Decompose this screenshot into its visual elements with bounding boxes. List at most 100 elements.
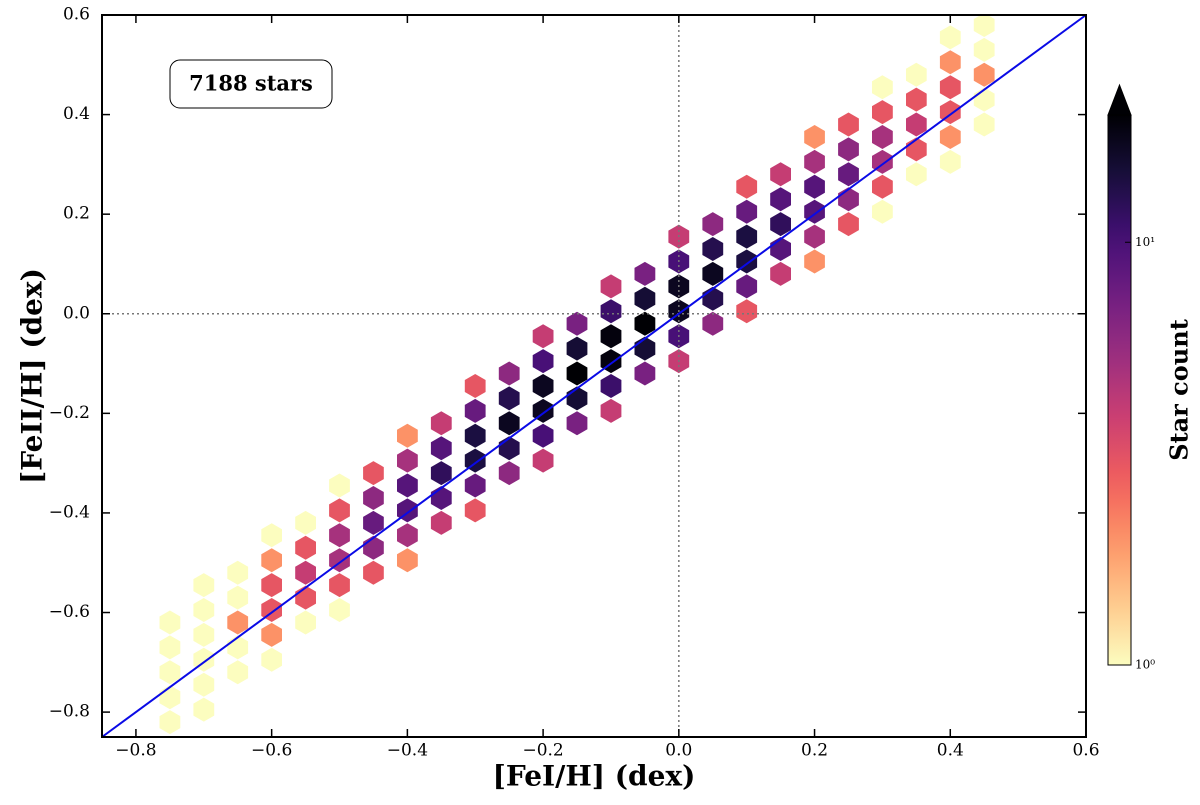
hex-cell (634, 311, 656, 336)
hex-cell (770, 237, 791, 261)
hex-cell (227, 560, 249, 585)
hex-cell (634, 361, 656, 386)
hex-cell (227, 610, 249, 635)
plot-frame (101, 14, 1087, 738)
hex-cell (430, 461, 452, 486)
hex-cell (227, 585, 249, 610)
hex-cell (397, 448, 418, 473)
hex-cell (906, 87, 927, 112)
x-axis-label: [FeI/H] (dex) (493, 760, 696, 793)
hex-cell (261, 548, 282, 573)
hex-cell (736, 299, 758, 324)
hex-cell (329, 473, 350, 498)
hex-cell (397, 523, 418, 548)
hex-cell (838, 112, 859, 137)
hex-cell (193, 598, 215, 622)
hex-cell (498, 386, 520, 411)
hex-cell (329, 498, 350, 523)
hex-cell (566, 386, 588, 411)
hex-cell (634, 336, 656, 361)
hex-cell (430, 486, 452, 510)
hex-cell (430, 411, 452, 436)
hex-cell (295, 510, 316, 535)
hex-cell (736, 199, 758, 224)
hex-cell (261, 573, 282, 598)
hex-cell (532, 423, 554, 448)
hex-cell (566, 311, 588, 336)
hex-cell (261, 523, 282, 548)
hex-cell (464, 498, 486, 523)
hex-cell (973, 112, 995, 137)
hex-cell (838, 137, 859, 162)
hex-cell (804, 149, 825, 174)
hex-cell (939, 125, 961, 149)
hex-cell (532, 324, 554, 349)
y-tick-label: 0.2 (63, 204, 90, 224)
x-tick-label: 0.6 (1072, 741, 1099, 761)
hex-layer (159, 15, 995, 735)
annotation-box (169, 59, 333, 109)
hex-cell (430, 436, 452, 461)
x-tick-label: 0.0 (665, 741, 692, 761)
hex-cell (736, 174, 758, 199)
hex-cell (906, 112, 927, 137)
hex-cell (804, 249, 825, 274)
hex-cell (634, 286, 656, 311)
hex-cell (397, 473, 418, 498)
hex-cell (363, 560, 384, 585)
annotation: 7188 stars (189, 71, 313, 96)
hex-cell (770, 162, 791, 187)
hex-cell (973, 87, 995, 112)
hex-cell (973, 62, 995, 87)
hex-cell (702, 212, 724, 237)
hex-cell (906, 162, 927, 187)
hex-cell (193, 672, 215, 697)
hex-cell (566, 336, 588, 361)
hex-cell (600, 274, 622, 299)
hex-cell (363, 535, 384, 560)
colorbar (1107, 114, 1132, 666)
hex-cell (532, 374, 554, 398)
hex-cell (838, 187, 859, 212)
colorbar-extend (1107, 83, 1132, 116)
hex-cell (227, 660, 249, 685)
y-tick-label: −0.8 (49, 702, 90, 722)
hex-cell (770, 187, 791, 212)
hex-cell (872, 100, 893, 125)
hex-cell (397, 548, 418, 573)
hex-cell (295, 560, 316, 585)
identity-line (101, 14, 1087, 738)
hex-cell (939, 75, 961, 100)
hex-cell (430, 510, 452, 535)
hex-cell (295, 535, 316, 560)
hex-cell (838, 212, 859, 237)
hex-cell (566, 361, 588, 386)
y-tick-label: −0.2 (49, 403, 90, 423)
hex-cell (397, 423, 418, 448)
hex-cell (295, 585, 316, 610)
hex-cell (193, 573, 215, 598)
hex-cell (906, 137, 927, 162)
y-tick-label: −0.4 (49, 502, 90, 522)
y-tick-label: 0.6 (63, 5, 90, 25)
hex-cell (363, 461, 384, 486)
hex-cell (464, 423, 486, 448)
x-tick-label: −0.6 (251, 741, 292, 761)
y-tick-label: −0.6 (49, 602, 90, 622)
hex-cell (159, 610, 181, 635)
y-axis-label: [FeII/H] (dex) (16, 268, 49, 484)
hex-cell (532, 448, 554, 473)
hex-cell (838, 162, 859, 187)
hex-cell (939, 149, 961, 174)
hex-cell (600, 324, 622, 349)
hex-cell (702, 237, 724, 261)
hex-cell (872, 199, 893, 224)
x-tick-label: 0.2 (801, 741, 828, 761)
hex-cell (498, 361, 520, 386)
hex-cell (973, 15, 995, 37)
hex-cell (939, 50, 961, 75)
hex-cell (363, 486, 384, 510)
hex-cell (464, 374, 486, 398)
hex-cell (600, 374, 622, 398)
x-tick-label: −0.2 (522, 741, 563, 761)
